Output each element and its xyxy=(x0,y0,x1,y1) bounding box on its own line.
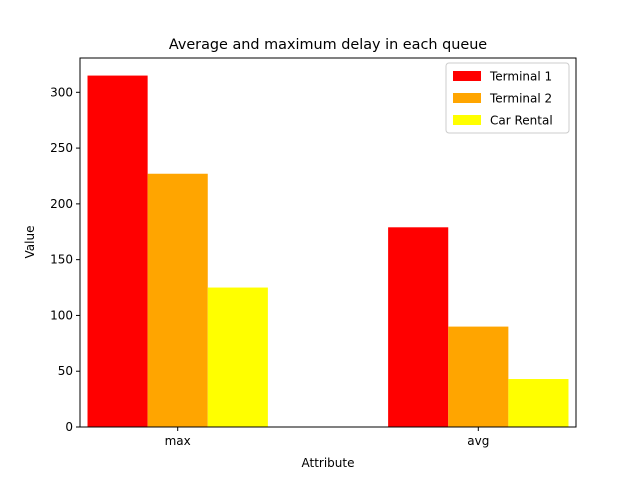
x-tick-label-max: max xyxy=(165,434,191,448)
bar-car-rental-max xyxy=(207,287,268,427)
y-tick-label: 50 xyxy=(58,364,73,378)
legend: Terminal 1 Terminal 2 Car Rental xyxy=(445,62,570,134)
bar-terminal-2-avg xyxy=(448,326,509,427)
x-tick-label-avg: avg xyxy=(467,434,489,448)
y-tick-label: 300 xyxy=(50,85,73,99)
y-tick-label: 250 xyxy=(50,141,73,155)
legend-swatch-terminal-2 xyxy=(453,93,481,103)
bar-terminal-1-avg xyxy=(388,227,449,427)
bar-terminal-1-max xyxy=(87,75,148,428)
legend-label-car-rental: Car Rental xyxy=(490,114,553,128)
plot-area: 0 50 100 150 200 250 300 max avg xyxy=(50,57,577,448)
bar-car-rental-avg xyxy=(508,379,569,427)
y-tick-label: 100 xyxy=(50,308,73,322)
axes-frame xyxy=(79,57,577,428)
legend-label-terminal-2: Terminal 2 xyxy=(489,92,552,106)
legend-swatch-car-rental xyxy=(453,115,481,125)
x-axis-label: Attribute xyxy=(302,456,355,470)
legend-label-terminal-1: Terminal 1 xyxy=(489,70,552,84)
y-tick-label: 150 xyxy=(50,253,73,267)
bar-terminal-2-max xyxy=(147,173,208,427)
chart-title: Average and maximum delay in each queue xyxy=(169,37,487,53)
y-axis-label: Value xyxy=(23,226,37,259)
y-tick-label: 0 xyxy=(65,420,73,434)
y-tick-label: 200 xyxy=(50,197,73,211)
legend-swatch-terminal-1 xyxy=(453,71,481,81)
